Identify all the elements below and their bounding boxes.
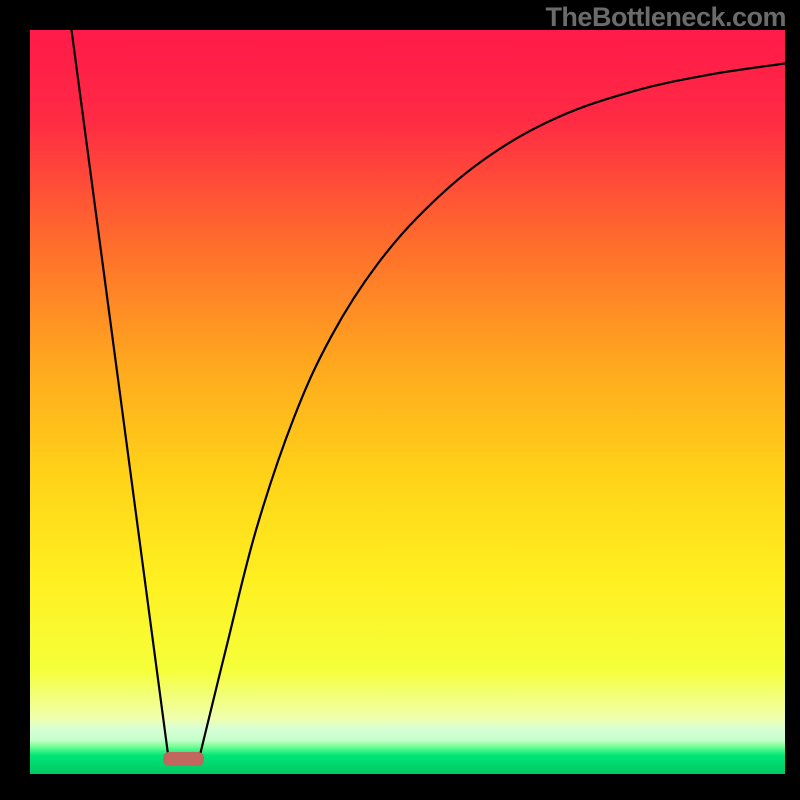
plot-area: [30, 30, 785, 774]
bottleneck-curve: [30, 30, 785, 774]
optimal-marker: [163, 752, 205, 765]
chart-container: { "chart": { "type": "line", "canvas": {…: [0, 0, 800, 800]
watermark-label: TheBottleneck.com: [545, 2, 786, 33]
